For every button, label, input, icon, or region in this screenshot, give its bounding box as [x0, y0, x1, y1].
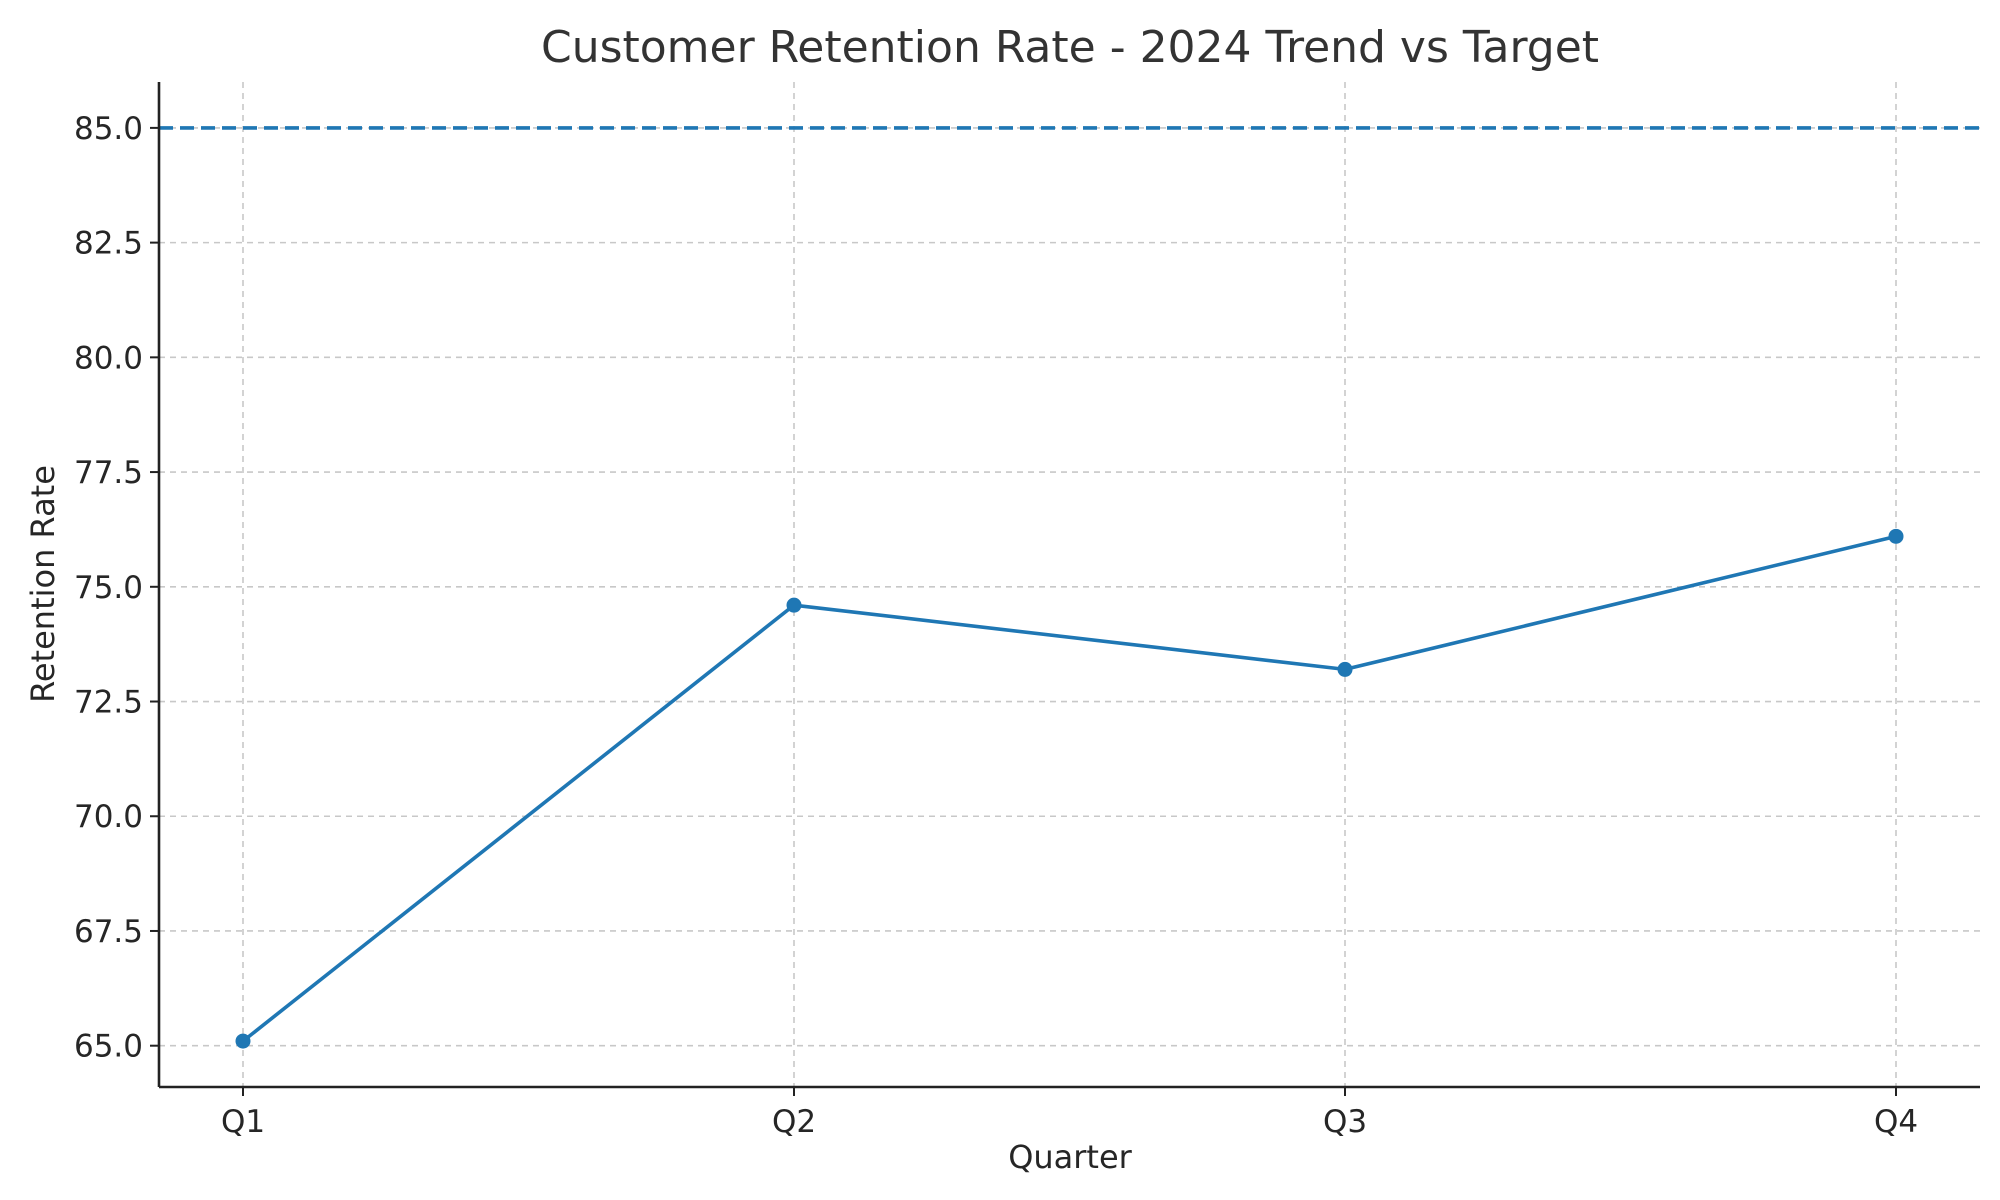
y-axis-ticks: 65.0 67.5 70.0 72.5 75.0 77.5 80.0 82.5 85.0 — [74, 111, 159, 1065]
x-axis-ticks: Q1 Q2 Q3 Q4 — [221, 1087, 1918, 1140]
data-point — [1888, 528, 1904, 544]
x-tick-label: Q1 — [221, 1104, 265, 1140]
grid — [159, 82, 1980, 1087]
data-point — [1337, 661, 1353, 677]
series-line — [241, 534, 1898, 1043]
y-tick-label: 72.5 — [74, 685, 143, 721]
chart-title: Customer Retention Rate - 2024 Trend vs … — [541, 22, 1599, 73]
y-tick-label: 75.0 — [74, 570, 143, 606]
x-tick-label: Q4 — [1874, 1104, 1918, 1140]
y-tick-label: 80.0 — [74, 340, 143, 376]
x-tick-label: Q2 — [772, 1104, 816, 1140]
data-point — [235, 1033, 251, 1049]
x-axis-label: Quarter — [1008, 1138, 1132, 1176]
x-tick-label: Q3 — [1323, 1104, 1367, 1140]
y-tick-label: 70.0 — [74, 799, 143, 835]
series-layer — [235, 528, 1904, 1049]
y-tick-label: 67.5 — [74, 914, 143, 950]
data-point — [786, 597, 802, 613]
y-axis-label: Retention Rate — [24, 465, 62, 703]
y-tick-label: 77.5 — [74, 455, 143, 491]
y-tick-label: 85.0 — [74, 111, 143, 147]
y-tick-label: 82.5 — [74, 226, 143, 262]
y-tick-label: 65.0 — [74, 1029, 143, 1065]
